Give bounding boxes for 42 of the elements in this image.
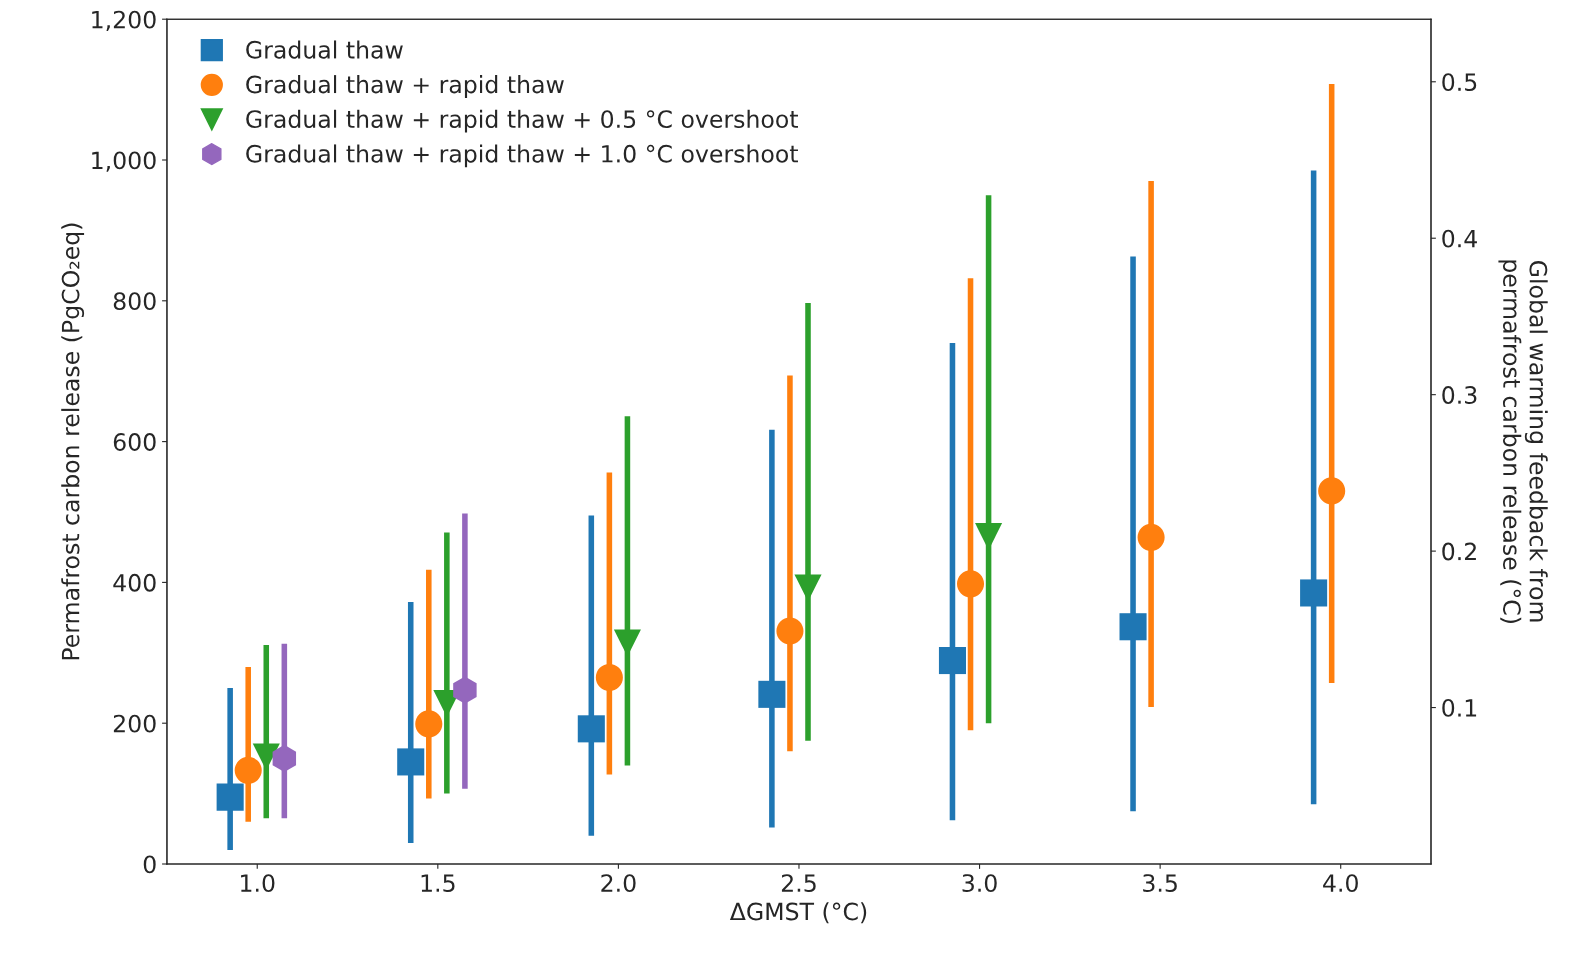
y2-tick-label: 0.3: [1442, 386, 1477, 404]
point: [595, 663, 623, 691]
point: [216, 783, 244, 811]
y-tick-label: 600: [113, 433, 156, 451]
point: [272, 744, 297, 772]
point: [1318, 477, 1346, 505]
point: [776, 617, 804, 645]
y-axis-title: Permafrost carbon release (PgCO₂eq): [61, 223, 85, 660]
point: [1119, 613, 1147, 641]
y-tick-label: 1,000: [92, 151, 156, 172]
y-tick-label: 200: [113, 714, 156, 733]
x-tick-label: 4.0: [1323, 874, 1358, 892]
point: [956, 570, 985, 598]
x-tick-label: 3.5: [1143, 874, 1177, 892]
y-tick-label: 1,200: [92, 10, 156, 31]
legend-label: Gradual thaw: [246, 40, 403, 59]
legend-label: Gradual thaw + rapid thaw + 0.5 °C overshoot: [246, 109, 798, 133]
point: [415, 710, 443, 738]
point: [397, 748, 425, 776]
legend-label: Gradual thaw + rapid thaw: [246, 75, 564, 98]
point: [453, 676, 477, 704]
y-tick-label: 800: [113, 292, 156, 311]
point: [758, 680, 786, 708]
x-tick-label: 1.5: [421, 874, 455, 892]
legend-label: Gradual thaw + rapid thaw + 1.0 °C overshoot: [246, 144, 798, 168]
point: [577, 715, 605, 743]
y2-tick-label: 0.5: [1442, 73, 1477, 92]
y2-tick-label: 0.2: [1442, 542, 1476, 561]
x-tick-label: 2.5: [781, 874, 816, 892]
point: [938, 647, 966, 675]
point: [1137, 523, 1165, 551]
y2-tick-label: 0.1: [1442, 699, 1477, 717]
x-tick-label: 1.0: [241, 874, 275, 892]
x-tick-label: 3.0: [962, 874, 997, 892]
x-axis-title: ΔGMST (°C): [729, 902, 867, 924]
y-tick-label: 0: [143, 855, 156, 874]
point: [1300, 579, 1328, 607]
y2-tick-label: 0.4: [1442, 229, 1477, 248]
y2-axis-title: Global warming feedback from permafrost carbon release (°C): [1498, 260, 1548, 623]
x-tick-label: 2.0: [601, 874, 636, 892]
y-tick-label: 400: [113, 573, 156, 592]
point: [234, 756, 262, 784]
